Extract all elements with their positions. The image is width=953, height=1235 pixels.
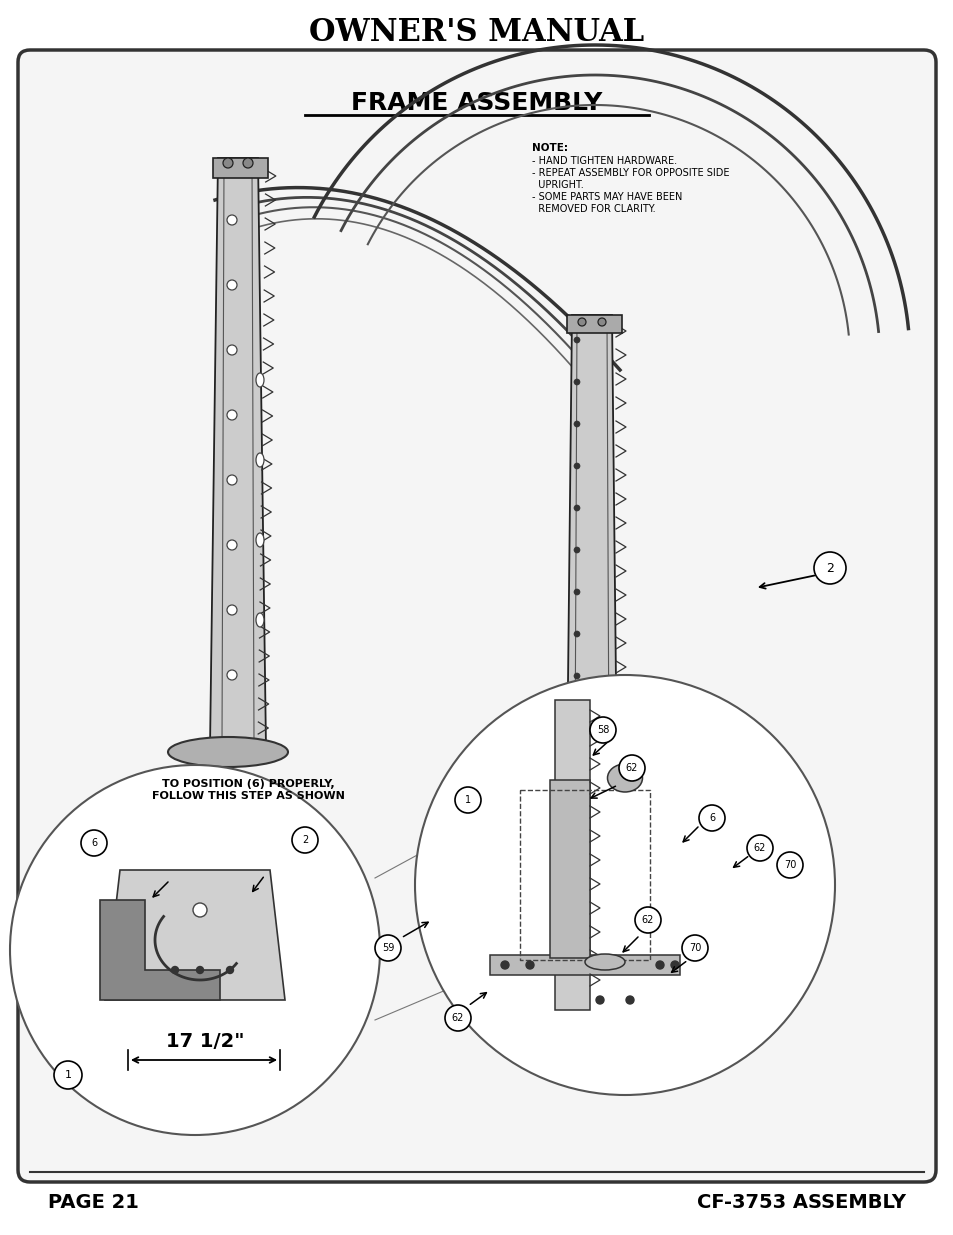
Circle shape (670, 961, 679, 969)
Text: 62: 62 (753, 844, 765, 853)
Text: UPRIGHT.: UPRIGHT. (532, 180, 583, 190)
Circle shape (574, 337, 579, 343)
Circle shape (227, 475, 236, 485)
Circle shape (578, 317, 585, 326)
Polygon shape (555, 700, 589, 1010)
Ellipse shape (168, 737, 288, 767)
Ellipse shape (607, 764, 641, 792)
Circle shape (375, 935, 400, 961)
Text: - SOME PARTS MAY HAVE BEEN: - SOME PARTS MAY HAVE BEEN (532, 191, 681, 203)
Ellipse shape (564, 948, 615, 967)
Circle shape (746, 835, 772, 861)
Ellipse shape (255, 453, 264, 467)
Polygon shape (566, 315, 621, 333)
Polygon shape (566, 315, 617, 776)
Ellipse shape (255, 613, 264, 627)
Text: 62: 62 (641, 915, 654, 925)
Circle shape (681, 935, 707, 961)
Circle shape (54, 1061, 82, 1089)
Text: 1: 1 (65, 1070, 71, 1079)
Text: 70: 70 (688, 944, 700, 953)
Text: PAGE 21: PAGE 21 (48, 1193, 139, 1213)
Circle shape (699, 805, 724, 831)
Circle shape (455, 787, 480, 813)
Text: 2: 2 (825, 562, 833, 574)
Circle shape (485, 944, 494, 952)
Circle shape (574, 421, 579, 427)
Text: REMOVED FOR CLARITY.: REMOVED FOR CLARITY. (532, 204, 655, 214)
Circle shape (196, 967, 203, 973)
Circle shape (625, 995, 634, 1004)
Text: - HAND TIGHTEN HARDWARE.: - HAND TIGHTEN HARDWARE. (532, 156, 677, 165)
Circle shape (227, 345, 236, 354)
Circle shape (574, 673, 579, 679)
Circle shape (456, 944, 463, 952)
Circle shape (598, 317, 605, 326)
Circle shape (193, 903, 207, 918)
Circle shape (645, 944, 654, 952)
Text: 17 1/2": 17 1/2" (166, 1032, 244, 1051)
Polygon shape (100, 900, 220, 1000)
Text: 6: 6 (708, 813, 715, 823)
Circle shape (616, 944, 623, 952)
Polygon shape (550, 781, 589, 958)
Circle shape (415, 676, 834, 1095)
Text: 62: 62 (452, 1013, 464, 1023)
Polygon shape (527, 769, 567, 950)
Text: NOTE:: NOTE: (532, 143, 567, 153)
Circle shape (227, 605, 236, 615)
Circle shape (618, 755, 644, 781)
Polygon shape (210, 158, 266, 748)
Polygon shape (490, 955, 679, 974)
Text: FRAME ASSEMBLY: FRAME ASSEMBLY (351, 91, 602, 115)
Text: 2: 2 (301, 835, 308, 845)
Text: OWNER'S MANUAL: OWNER'S MANUAL (309, 16, 644, 47)
Circle shape (81, 830, 107, 856)
Ellipse shape (255, 534, 264, 547)
Circle shape (223, 158, 233, 168)
Circle shape (227, 280, 236, 290)
Circle shape (172, 967, 178, 973)
Circle shape (10, 764, 379, 1135)
Circle shape (574, 379, 579, 385)
Polygon shape (105, 869, 285, 1000)
Text: 6: 6 (91, 839, 97, 848)
Circle shape (574, 589, 579, 595)
Text: CF-3753 ASSEMBLY: CF-3753 ASSEMBLY (697, 1193, 905, 1213)
Circle shape (776, 852, 802, 878)
Circle shape (525, 961, 534, 969)
Circle shape (656, 961, 663, 969)
Circle shape (226, 967, 233, 973)
Text: 59: 59 (381, 944, 394, 953)
Circle shape (227, 410, 236, 420)
Circle shape (500, 961, 509, 969)
Text: 62: 62 (625, 763, 638, 773)
Ellipse shape (255, 373, 264, 387)
Text: 70: 70 (783, 860, 796, 869)
Text: 58: 58 (597, 725, 609, 735)
Circle shape (574, 505, 579, 511)
Circle shape (574, 631, 579, 637)
Circle shape (227, 215, 236, 225)
Circle shape (813, 552, 845, 584)
Circle shape (292, 827, 317, 853)
Circle shape (444, 1005, 471, 1031)
Circle shape (227, 540, 236, 550)
Polygon shape (213, 158, 268, 178)
Ellipse shape (584, 953, 624, 969)
Circle shape (574, 463, 579, 469)
Text: 1: 1 (464, 795, 471, 805)
Circle shape (574, 715, 579, 721)
Circle shape (574, 547, 579, 553)
Circle shape (596, 995, 603, 1004)
Text: - REPEAT ASSEMBLY FOR OPPOSITE SIDE: - REPEAT ASSEMBLY FOR OPPOSITE SIDE (532, 168, 729, 178)
Text: TO POSITION (6) PROPERLY,
FOLLOW THIS STEP AS SHOWN: TO POSITION (6) PROPERLY, FOLLOW THIS ST… (152, 779, 344, 800)
Circle shape (243, 158, 253, 168)
FancyBboxPatch shape (18, 49, 935, 1182)
Circle shape (227, 671, 236, 680)
Circle shape (589, 718, 616, 743)
Circle shape (635, 906, 660, 932)
Polygon shape (439, 935, 659, 965)
